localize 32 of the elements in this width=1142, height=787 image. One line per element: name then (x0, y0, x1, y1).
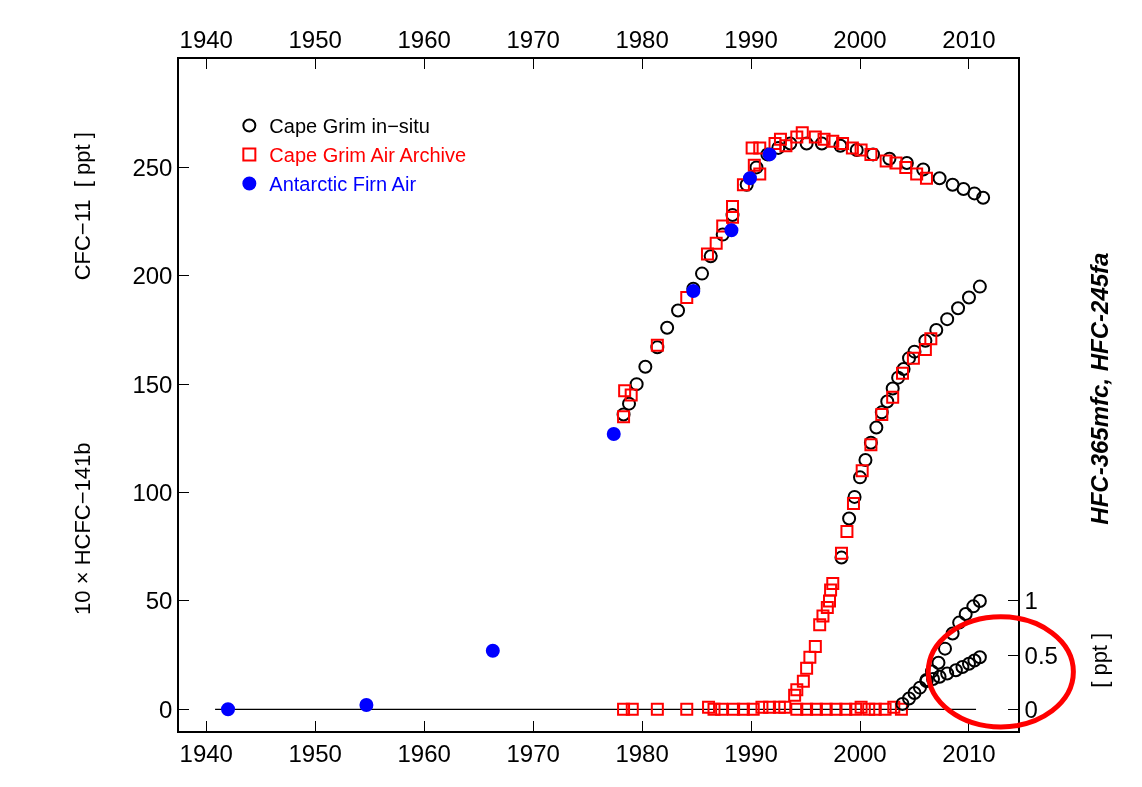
x2-tick-label: 1980 (615, 739, 669, 767)
x-tick-label: 1960 (397, 25, 451, 53)
y-tick-label: 200 (132, 262, 173, 290)
text: HFC-365mfc, HFC-245fa (1086, 252, 1114, 525)
y2-axis-title: [ ppt ] (1086, 632, 1112, 688)
legend-label: Cape Grim in−situ (269, 115, 430, 138)
x-tick-label: 1980 (615, 25, 669, 53)
x2-tick-label: 1940 (179, 739, 233, 767)
y-tick-label: 50 (145, 587, 173, 615)
x-tick-label: 2000 (833, 25, 887, 53)
y2-tick-label: 0 (1024, 695, 1038, 723)
x-tick-label: 1950 (288, 25, 342, 53)
y-tick-label: 0 (159, 695, 173, 723)
legend-label: Cape Grim Air Archive (269, 144, 467, 167)
x-tick-label: 2010 (942, 25, 996, 53)
y2-tick-label: 0.5 (1024, 641, 1058, 669)
x-tick-label: 1990 (724, 25, 778, 53)
x2-tick-label: 1950 (288, 739, 342, 767)
x2-tick-label: 1990 (724, 739, 778, 767)
x-tick-label: 1970 (506, 25, 560, 53)
x2-tick-label: 1970 (506, 739, 560, 767)
x2-tick-label: 1960 (397, 739, 451, 767)
y-tick-label: 150 (132, 370, 173, 398)
y-tick-label: 250 (132, 153, 173, 181)
legend-label: Antarctic Firn Air (269, 173, 417, 196)
y2-tick-label: 1 (1024, 587, 1038, 615)
x-tick-label: 1940 (179, 25, 233, 53)
x2-tick-label: 2010 (942, 739, 996, 767)
x2-tick-label: 2000 (833, 739, 887, 767)
y-axis-title: CFC−11 [ ppt ] (69, 132, 95, 281)
y-tick-label: 100 (132, 478, 173, 506)
text: 10 × HCFC−141b (70, 442, 96, 615)
